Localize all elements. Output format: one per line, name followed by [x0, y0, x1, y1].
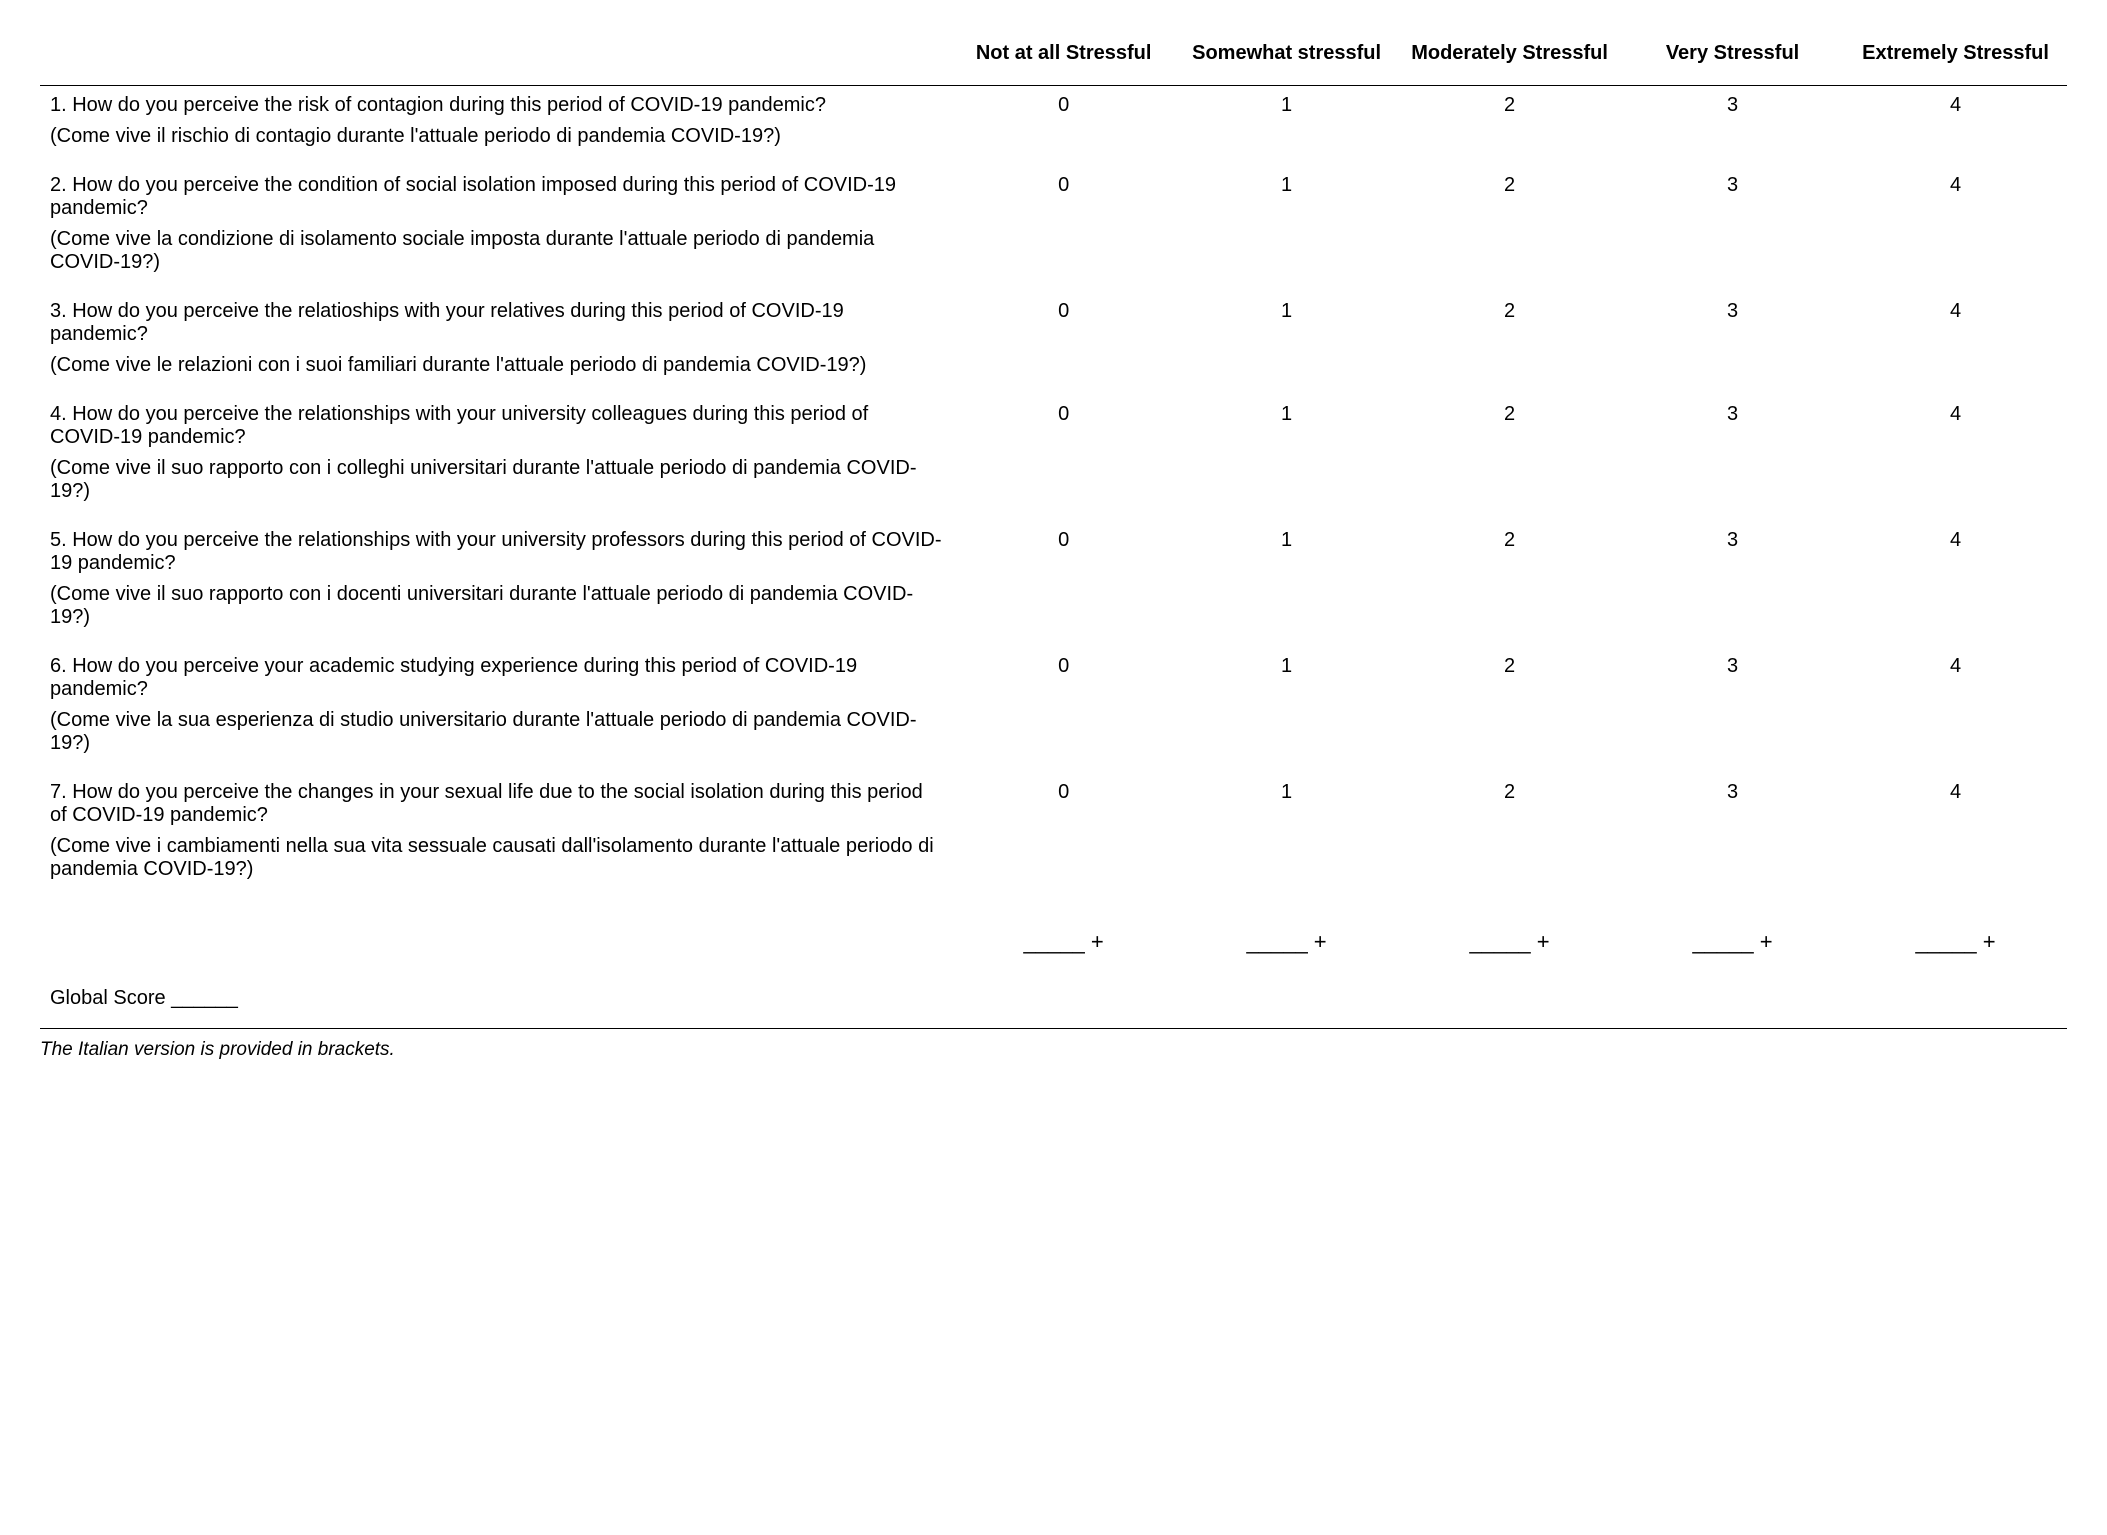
sum-cell-0: _____ + [952, 899, 1175, 963]
score-option[interactable]: 0 [952, 773, 1175, 899]
score-option[interactable]: 2 [1398, 773, 1621, 899]
sum-cell-3: _____ + [1621, 899, 1844, 963]
question-cell: 5. How do you perceive the relationships… [40, 521, 952, 647]
table-row: 1. How do you perceive the risk of conta… [40, 86, 2067, 167]
question-en: 7. How do you perceive the changes in yo… [50, 781, 942, 827]
question-cell: 6. How do you perceive your academic stu… [40, 647, 952, 773]
header-col-2: Moderately Stressful [1398, 30, 1621, 86]
score-option[interactable]: 4 [1844, 395, 2067, 521]
score-option[interactable]: 2 [1398, 86, 1621, 167]
table-row: 3. How do you perceive the relatioships … [40, 292, 2067, 395]
score-option[interactable]: 3 [1621, 647, 1844, 773]
score-option[interactable]: 1 [1175, 86, 1398, 167]
sum-cell-4: _____ + [1844, 899, 2067, 963]
score-option[interactable]: 1 [1175, 773, 1398, 899]
score-option[interactable]: 2 [1398, 292, 1621, 395]
score-option[interactable]: 2 [1398, 521, 1621, 647]
table-row: 5. How do you perceive the relationships… [40, 521, 2067, 647]
score-option[interactable]: 0 [952, 166, 1175, 292]
question-it: (Come vive il suo rapporto con i collegh… [50, 457, 942, 503]
question-cell: 1. How do you perceive the risk of conta… [40, 86, 952, 167]
question-en: 1. How do you perceive the risk of conta… [50, 94, 942, 117]
question-it: (Come vive la sua esperienza di studio u… [50, 709, 942, 755]
score-option[interactable]: 4 [1844, 773, 2067, 899]
question-body: 1. How do you perceive the risk of conta… [40, 86, 2067, 900]
question-en: 5. How do you perceive the relationships… [50, 529, 942, 575]
header-col-4: Extremely Stressful [1844, 30, 2067, 86]
score-option[interactable]: 2 [1398, 647, 1621, 773]
question-cell: 3. How do you perceive the relatioships … [40, 292, 952, 395]
question-it: (Come vive i cambiamenti nella sua vita … [50, 835, 942, 881]
question-cell: 7. How do you perceive the changes in yo… [40, 773, 952, 899]
question-it: (Come vive le relazioni con i suoi famil… [50, 354, 942, 377]
score-option[interactable]: 4 [1844, 521, 2067, 647]
sum-cell-2: _____ + [1398, 899, 1621, 963]
question-cell: 4. How do you perceive the relationships… [40, 395, 952, 521]
score-option[interactable]: 3 [1621, 773, 1844, 899]
score-option[interactable]: 1 [1175, 292, 1398, 395]
score-option[interactable]: 0 [952, 647, 1175, 773]
table-row: 2. How do you perceive the condition of … [40, 166, 2067, 292]
score-option[interactable]: 4 [1844, 292, 2067, 395]
score-option[interactable]: 3 [1621, 521, 1844, 647]
question-it: (Come vive il rischio di contagio durant… [50, 125, 942, 148]
score-option[interactable]: 4 [1844, 647, 2067, 773]
score-option[interactable]: 1 [1175, 166, 1398, 292]
score-option[interactable]: 0 [952, 521, 1175, 647]
header-col-0: Not at all Stressful [952, 30, 1175, 86]
sum-row: _____ + _____ + _____ + _____ + _____ + [40, 899, 2067, 963]
score-option[interactable]: 3 [1621, 292, 1844, 395]
score-option[interactable]: 2 [1398, 395, 1621, 521]
question-it: (Come vive la condizione di isolamento s… [50, 228, 942, 274]
score-option[interactable]: 4 [1844, 86, 2067, 167]
score-option[interactable]: 3 [1621, 395, 1844, 521]
summary-body: _____ + _____ + _____ + _____ + _____ + … [40, 899, 2067, 1028]
table-header: Not at all Stressful Somewhat stressful … [40, 30, 2067, 86]
header-empty [40, 30, 952, 86]
sum-cell-1: _____ + [1175, 899, 1398, 963]
question-en: 4. How do you perceive the relationships… [50, 403, 942, 449]
question-cell: 2. How do you perceive the condition of … [40, 166, 952, 292]
header-col-3: Very Stressful [1621, 30, 1844, 86]
question-en: 6. How do you perceive your academic stu… [50, 655, 942, 701]
table-row: 4. How do you perceive the relationships… [40, 395, 2067, 521]
question-en: 2. How do you perceive the condition of … [50, 174, 942, 220]
score-option[interactable]: 0 [952, 292, 1175, 395]
footer-note: The Italian version is provided in brack… [40, 1028, 2067, 1061]
question-en: 3. How do you perceive the relatioships … [50, 300, 942, 346]
score-option[interactable]: 0 [952, 395, 1175, 521]
score-option[interactable]: 2 [1398, 166, 1621, 292]
header-col-1: Somewhat stressful [1175, 30, 1398, 86]
score-option[interactable]: 4 [1844, 166, 2067, 292]
score-option[interactable]: 3 [1621, 166, 1844, 292]
score-option[interactable]: 1 [1175, 395, 1398, 521]
score-option[interactable]: 0 [952, 86, 1175, 167]
table-row: 6. How do you perceive your academic stu… [40, 647, 2067, 773]
score-option[interactable]: 1 [1175, 521, 1398, 647]
table-row: 7. How do you perceive the changes in yo… [40, 773, 2067, 899]
stress-scale-table: Not at all Stressful Somewhat stressful … [40, 30, 2067, 1028]
global-score-label: Global Score ______ [40, 963, 952, 1028]
global-score-row: Global Score ______ [40, 963, 2067, 1028]
score-option[interactable]: 1 [1175, 647, 1398, 773]
question-it: (Come vive il suo rapporto con i docenti… [50, 583, 942, 629]
score-option[interactable]: 3 [1621, 86, 1844, 167]
